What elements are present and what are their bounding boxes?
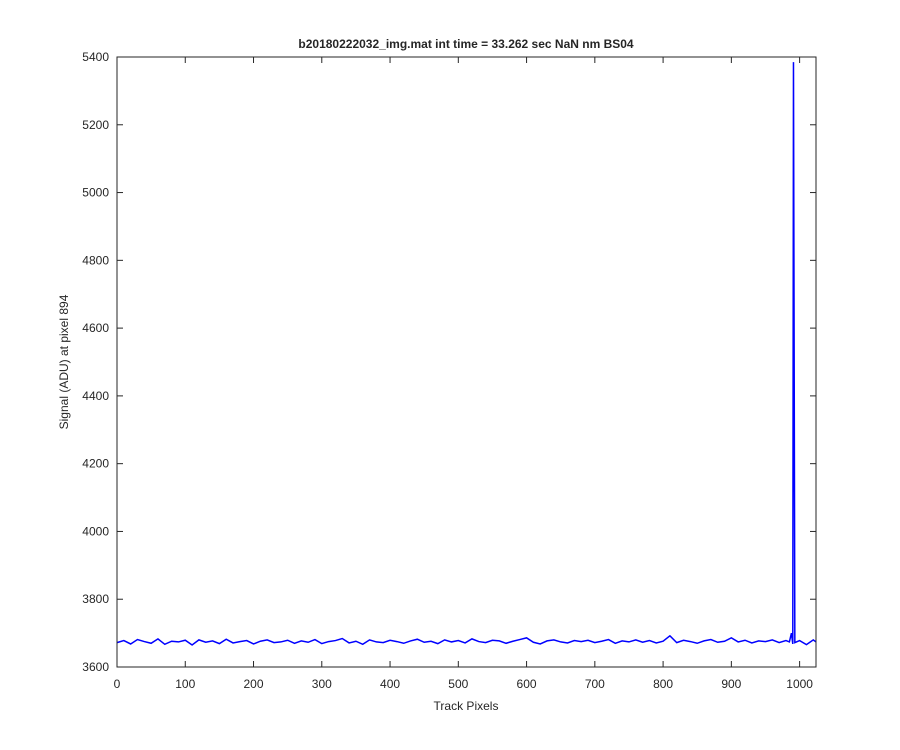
y-tick-label: 4000 [82,524,109,538]
y-tick-label: 4800 [82,253,109,267]
chart-title: b20180222032_img.mat int time = 33.262 s… [298,37,634,51]
x-tick-label: 700 [585,677,605,691]
x-tick-label: 400 [380,677,400,691]
y-axis-label: Signal (ADU) at pixel 894 [57,294,71,429]
y-tick-label: 4600 [82,321,109,335]
y-tick-label: 5000 [82,186,109,200]
y-tick-label: 5200 [82,118,109,132]
x-tick-label: 200 [244,677,264,691]
y-tick-label: 4200 [82,457,109,471]
x-tick-label: 300 [312,677,332,691]
y-tick-label: 4400 [82,389,109,403]
y-tick-label: 5400 [82,50,109,64]
x-tick-label: 1000 [786,677,813,691]
x-tick-label: 900 [721,677,741,691]
x-axis-label: Track Pixels [434,699,499,713]
y-tick-label: 3800 [82,592,109,606]
x-tick-label: 800 [653,677,673,691]
x-tick-label: 100 [175,677,195,691]
y-tick-label: 3600 [82,660,109,674]
x-tick-label: 0 [114,677,121,691]
axes-box [116,56,817,668]
x-tick-label: 500 [448,677,468,691]
data-line [116,62,817,646]
x-tick-label: 600 [517,677,537,691]
